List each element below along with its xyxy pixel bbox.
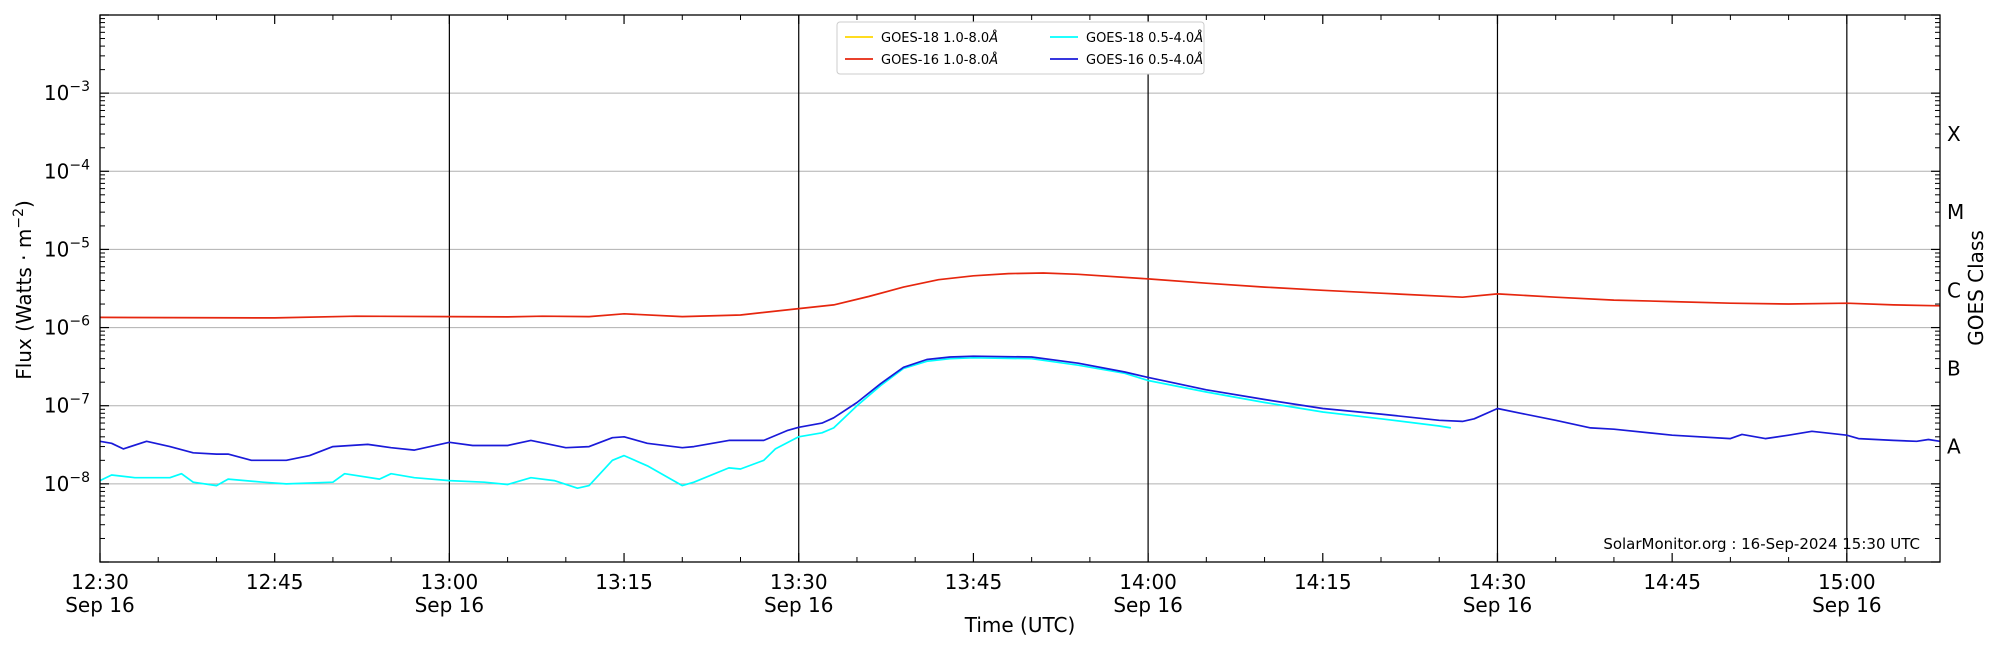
y-tick-exponent: −5 bbox=[69, 235, 90, 251]
series-line-2 bbox=[99, 356, 1452, 490]
x-tick-date: Sep 16 bbox=[1113, 593, 1183, 617]
goes-class-x: X bbox=[1947, 122, 1961, 146]
legend-label: GOES-16 0.5-4.0Å bbox=[1086, 52, 1203, 68]
x-tick-label: 13:00 bbox=[421, 570, 479, 594]
x-tick-label: 13:30 bbox=[770, 570, 828, 594]
y-tick-label: 10−3 bbox=[44, 79, 90, 105]
major-time-lines bbox=[448, 15, 1848, 562]
x-tick-label: 15:00 bbox=[1818, 570, 1876, 594]
y-axis-title-text: Flux (Watts · m bbox=[12, 229, 36, 380]
x-tick-date: Sep 16 bbox=[1812, 593, 1882, 617]
y-tick-exponent: −7 bbox=[69, 392, 90, 408]
x-tick-date: Sep 16 bbox=[415, 593, 485, 617]
y-tick-base: 10 bbox=[44, 316, 69, 340]
goes-class-b: B bbox=[1947, 356, 1961, 380]
y-tick-base: 10 bbox=[44, 159, 69, 183]
y-tick-base: 10 bbox=[44, 394, 69, 418]
y-tick-label: 10−4 bbox=[44, 157, 90, 183]
y-tick-label: 10−8 bbox=[44, 470, 90, 496]
legend-label: GOES-16 1.0-8.0Å bbox=[881, 52, 998, 68]
goes-class-a: A bbox=[1947, 435, 1961, 459]
x-tick-label: 14:00 bbox=[1119, 570, 1177, 594]
x-tick-date: Sep 16 bbox=[1463, 593, 1533, 617]
x-tick-label: 14:15 bbox=[1294, 570, 1352, 594]
y-tick-base: 10 bbox=[44, 472, 69, 496]
y-tick-label: 10−7 bbox=[44, 392, 90, 418]
x-tick-label: 14:30 bbox=[1469, 570, 1527, 594]
goes-class-labels: A B C M X bbox=[1947, 122, 1964, 459]
legend-label-unit: Å bbox=[988, 52, 998, 68]
legend-box bbox=[836, 21, 1205, 75]
y-axis-title-exponent: −2 bbox=[11, 208, 27, 229]
legend-label-name: GOES-18 1.0-8.0 bbox=[881, 31, 989, 46]
legend-label-name: GOES-18 0.5-4.0 bbox=[1086, 31, 1194, 46]
legend-label-unit: Å bbox=[1193, 52, 1203, 68]
y-tick-label: 10−5 bbox=[44, 235, 90, 261]
legend-label-unit: Å bbox=[988, 30, 998, 46]
x-axis-title: Time (UTC) bbox=[964, 613, 1076, 637]
y-tick-label: 10−6 bbox=[44, 314, 90, 340]
y-tick-base: 10 bbox=[44, 81, 69, 105]
y-tick-exponent: −4 bbox=[69, 157, 90, 173]
tick-layer bbox=[99, 14, 1940, 563]
legend-label-name: GOES-16 1.0-8.0 bbox=[881, 53, 989, 68]
goes-class-c: C bbox=[1947, 278, 1961, 302]
goes-class-axis-title: GOES Class bbox=[1964, 230, 1988, 346]
x-tick-date: Sep 16 bbox=[764, 593, 834, 617]
grid-layer bbox=[100, 92, 1940, 485]
plot-frame bbox=[99, 14, 1941, 563]
y-tick-exponent: −3 bbox=[69, 79, 90, 95]
series-line-3 bbox=[99, 355, 1941, 462]
y-tick-exponent: −8 bbox=[69, 470, 90, 486]
footer-credit: SolarMonitor.org : 16-Sep-2024 15:30 UTC bbox=[1603, 535, 1920, 553]
y-tick-base: 10 bbox=[44, 237, 69, 261]
legend-label: GOES-18 0.5-4.0Å bbox=[1086, 30, 1203, 46]
x-tick-label: 14:45 bbox=[1643, 570, 1701, 594]
series-layer bbox=[99, 272, 1941, 490]
legend-label-unit: Å bbox=[1193, 30, 1203, 46]
x-tick-label: 12:45 bbox=[246, 570, 304, 594]
x-tick-label: 12:30 bbox=[71, 570, 129, 594]
y-tick-exponent: −6 bbox=[69, 314, 90, 330]
y-axis-title: Flux (Watts · m−2) bbox=[11, 200, 36, 380]
y-axis-title-close: ) bbox=[12, 200, 36, 208]
x-tick-date: Sep 16 bbox=[65, 593, 135, 617]
x-tick-label: 13:45 bbox=[945, 570, 1003, 594]
legend-label: GOES-18 1.0-8.0Å bbox=[881, 30, 998, 46]
goes-class-m: M bbox=[1947, 200, 1964, 224]
x-tick-label: 13:15 bbox=[595, 570, 653, 594]
y-tick-labels: 10−810−710−610−510−410−3 bbox=[44, 79, 90, 496]
legend-label-name: GOES-16 0.5-4.0 bbox=[1086, 53, 1194, 68]
series-line-1 bbox=[99, 272, 1941, 319]
